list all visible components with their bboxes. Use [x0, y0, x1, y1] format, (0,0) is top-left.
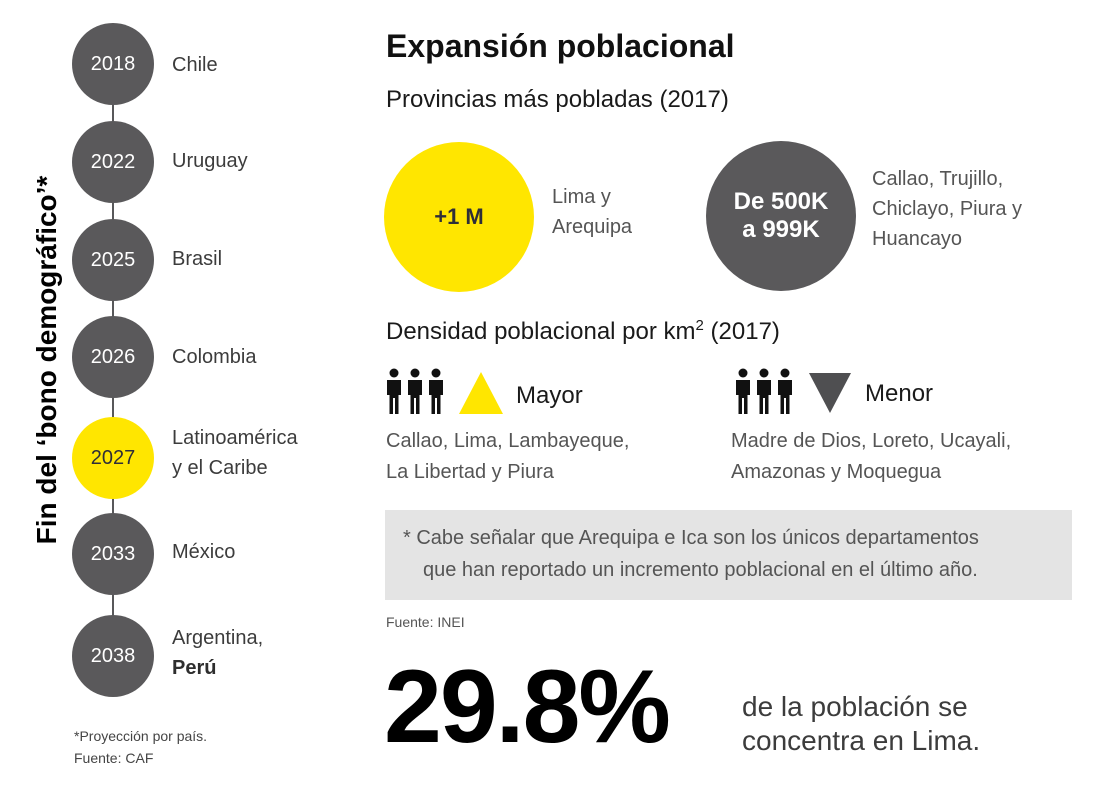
circle-value-line: De 500K: [733, 188, 829, 215]
country-line: Argentina,: [172, 627, 264, 649]
triangle-up-icon: [459, 372, 503, 414]
density-sup: 2: [695, 317, 704, 334]
year-circle-2022: 2022: [72, 121, 154, 203]
year-label: 2033: [90, 542, 136, 565]
year-label: 2018: [90, 52, 136, 75]
list-line: Madre de Dios, Loreto, Ucayali,: [731, 430, 1012, 452]
circle-value-line: a 999K: [742, 216, 820, 243]
people-group-icon: [736, 368, 792, 414]
country-label-brasil: Brasil: [172, 248, 223, 270]
stat-caption-line: de la población se: [742, 691, 968, 722]
country-label-colombia: Colombia: [172, 346, 257, 368]
circle-value: +1 M: [434, 204, 484, 229]
list-line: Callao, Lima, Lambayeque,: [386, 430, 630, 452]
year-circle-2026: 2026: [72, 316, 154, 398]
stat-caption: de la población se concentra en Lima.: [742, 690, 980, 758]
people-group-icon: [387, 368, 443, 414]
year-circle-2033: 2033: [72, 513, 154, 595]
year-label: 2022: [90, 150, 136, 173]
country-line: y el Caribe: [172, 457, 268, 479]
year-circle-2027: 2027: [72, 417, 154, 499]
note-text: * Cabe señalar que Arequipa e Ica son lo…: [403, 522, 979, 586]
caption-callao-group: Callao, Trujillo, Chiclayo, Piura y Huan…: [872, 164, 1022, 254]
caption-line: Callao, Trujillo,: [872, 168, 1004, 190]
note-box: * Cabe señalar que Arequipa e Ica son lo…: [385, 510, 1072, 600]
country-label-latam: Latinoamérica y el Caribe: [172, 423, 298, 483]
source-inei: Fuente: INEI: [386, 614, 465, 630]
caption-line: Chiclayo, Piura y: [872, 198, 1023, 220]
density-year: (2017): [703, 318, 780, 345]
year-label: 2038: [90, 644, 136, 667]
stat-caption-line: concentra en Lima.: [742, 725, 981, 756]
source-caf: Fuente: CAF: [74, 750, 154, 766]
note-line: * Cabe señalar que Arequipa e Ica son lo…: [403, 527, 979, 549]
density-text: Densidad poblacional por km: [386, 318, 696, 345]
big-stat-value: 29.8%: [384, 649, 671, 765]
caption-line: Huancayo: [872, 228, 963, 250]
subtitle-density: Densidad poblacional por km2 (2017): [386, 318, 780, 346]
country-label-mexico: México: [172, 541, 236, 563]
year-circle-2018: 2018: [72, 23, 154, 105]
year-label: 2026: [90, 345, 136, 368]
caption-lima-arequipa: Lima y Arequipa: [552, 182, 632, 242]
year-label: 2025: [90, 248, 136, 271]
footnote-projection: *Proyección por país.: [74, 728, 208, 744]
note-line: que han reportado un incremento poblacio…: [423, 559, 978, 581]
list-line: La Libertad y Piura: [386, 461, 554, 483]
triangle-down-icon: [809, 373, 851, 413]
caption-line: Lima y: [552, 186, 611, 208]
subtitle-provinces: Provincias más pobladas (2017): [386, 86, 729, 113]
year-circle-2038: 2038: [72, 615, 154, 697]
country-label-argentina-peru: Argentina, Perú: [172, 623, 263, 683]
list-line: Amazonas y Moquegua: [731, 461, 942, 483]
country-line-bold: Perú: [172, 653, 263, 683]
circle-500k-999k: De 500K a 999K: [706, 141, 856, 291]
year-circle-2025: 2025: [72, 219, 154, 301]
circle-over-1m: +1 M: [384, 142, 534, 292]
country-label-chile: Chile: [172, 54, 218, 76]
density-low-label: Menor: [865, 380, 934, 407]
year-label: 2027: [90, 446, 136, 469]
country-bold: Perú: [172, 657, 217, 679]
density-low-list: Madre de Dios, Loreto, Ucayali, Amazonas…: [731, 426, 1011, 488]
vertical-title: Fin del ‘bono demográfico’*: [31, 175, 62, 545]
page-title: Expansión poblacional: [386, 28, 735, 64]
country-line: Latinoamérica: [172, 427, 298, 449]
caption-line: Arequipa: [552, 216, 633, 238]
country-label-uruguay: Uruguay: [172, 150, 248, 172]
density-high-label: Mayor: [516, 382, 583, 409]
density-high-list: Callao, Lima, Lambayeque, La Libertad y …: [386, 426, 629, 488]
